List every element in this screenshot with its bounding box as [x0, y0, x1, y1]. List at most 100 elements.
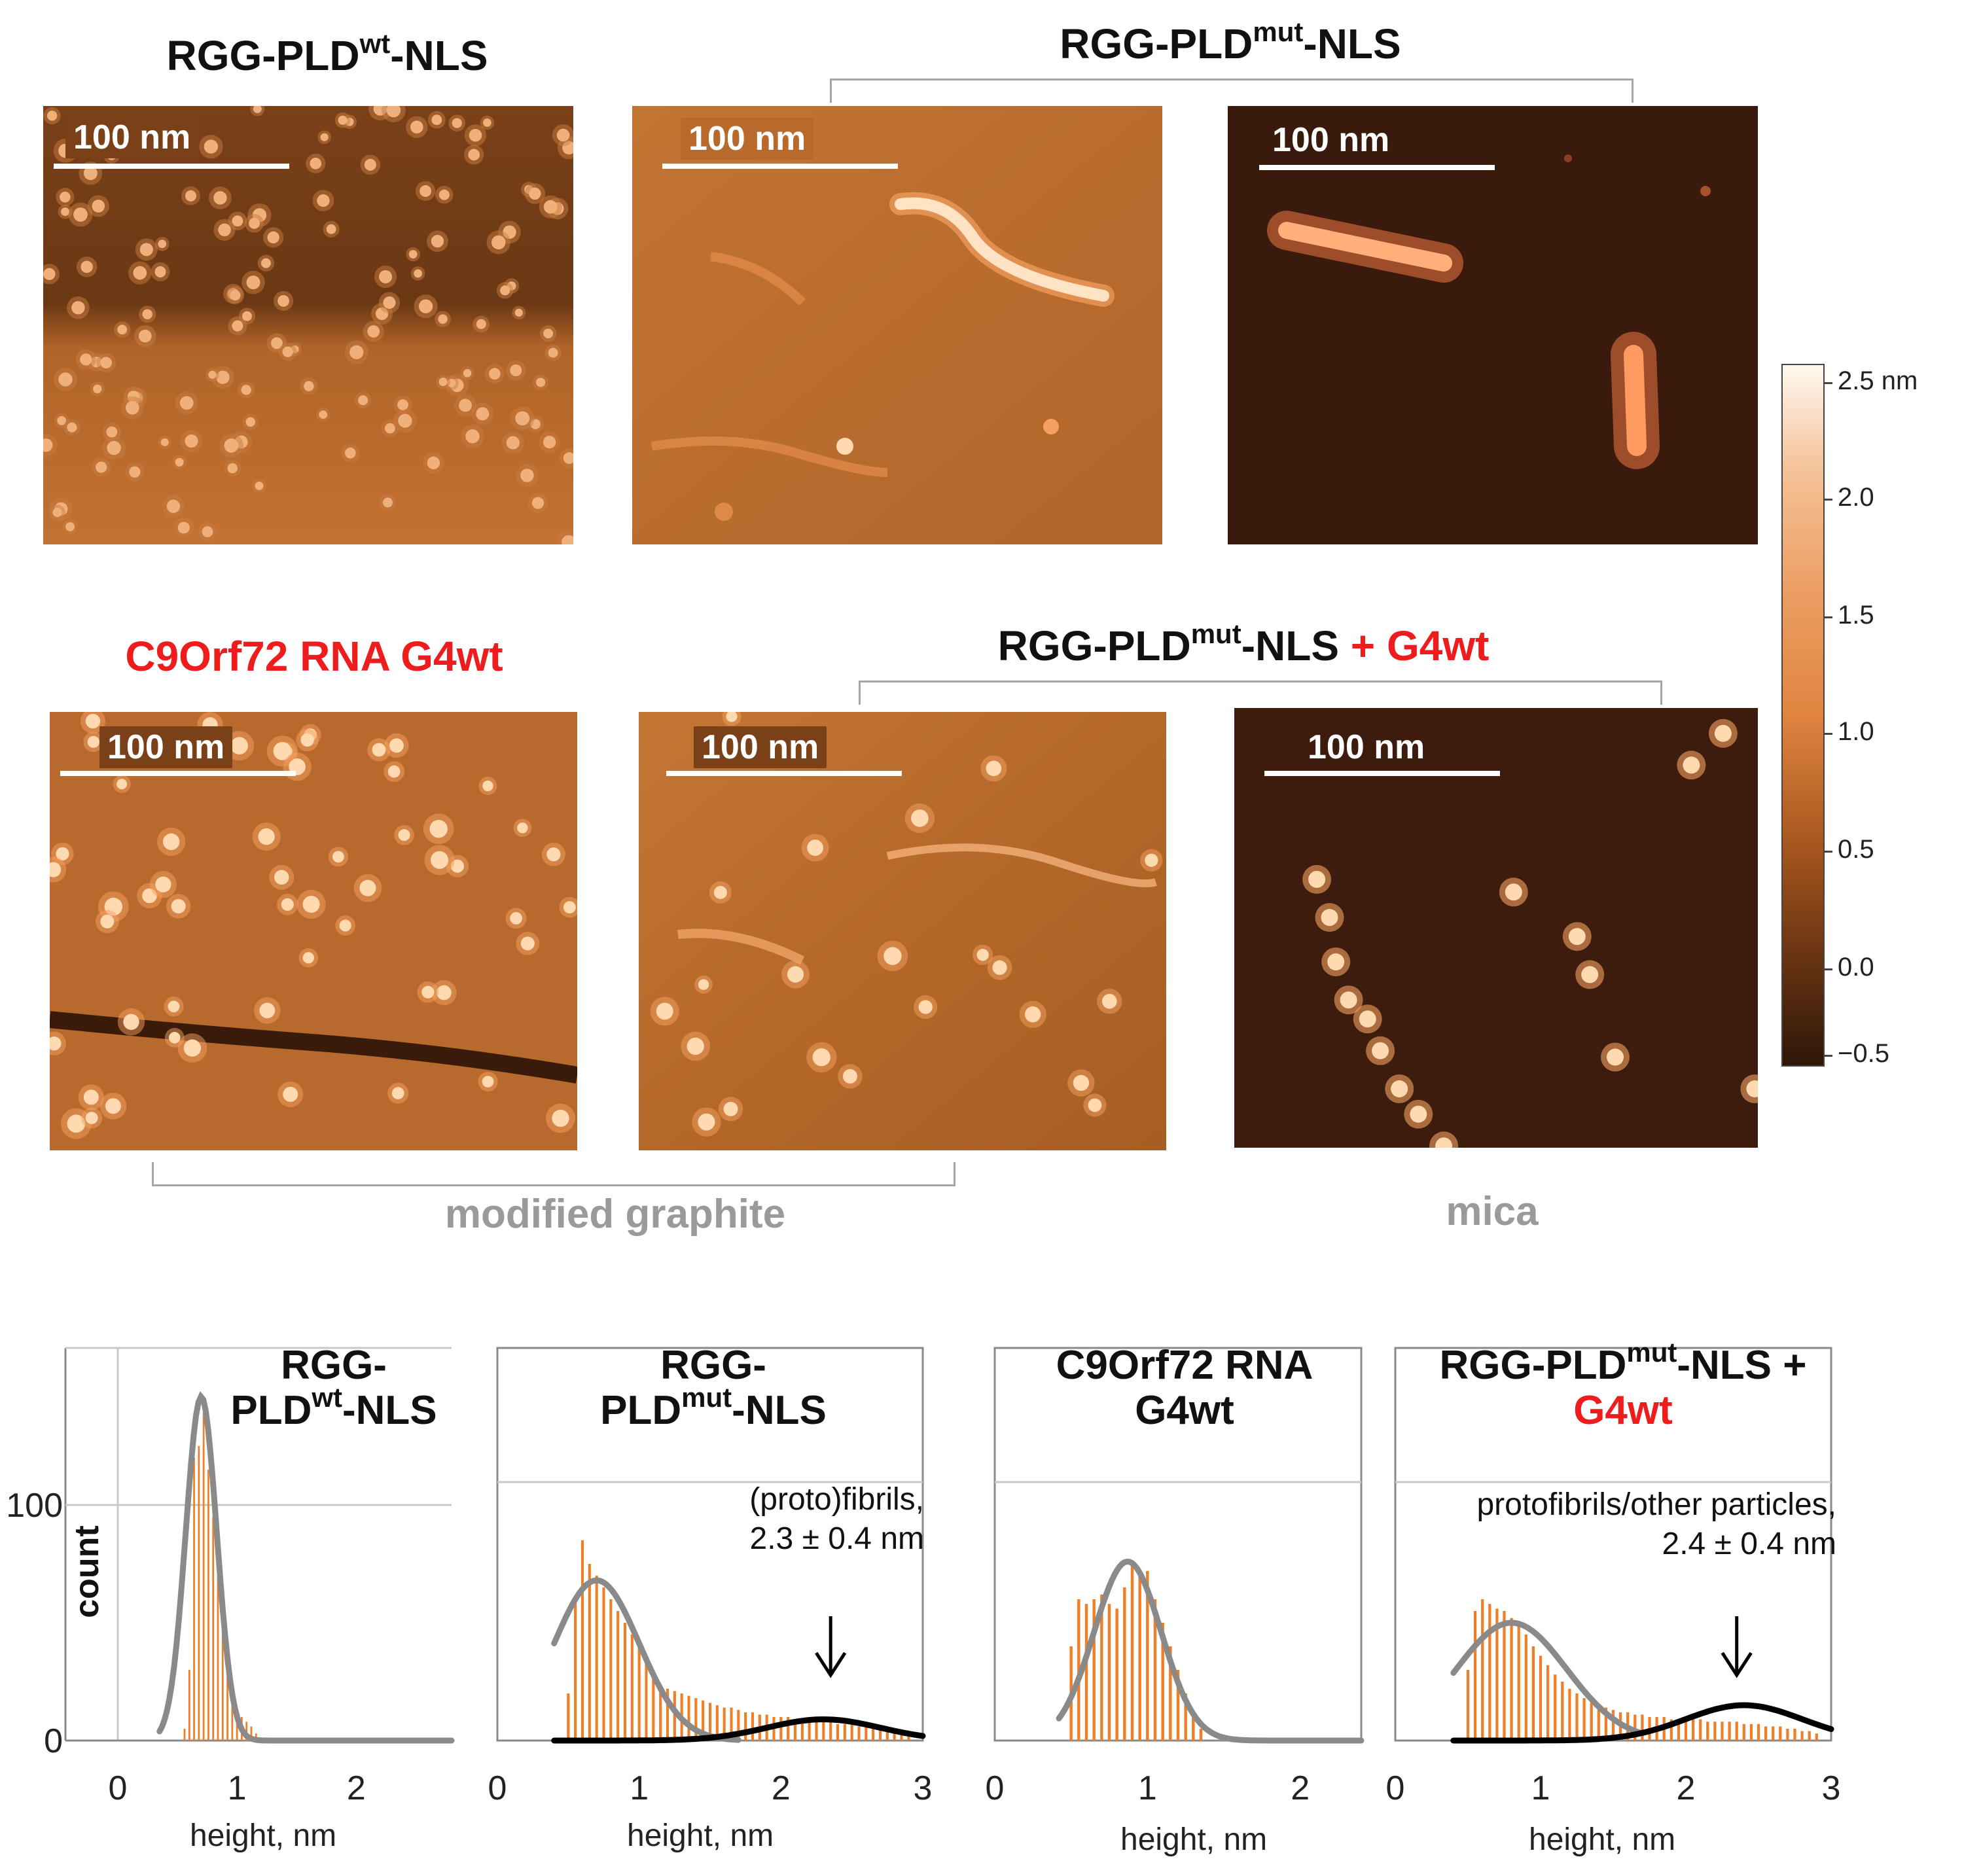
- afm-particle: [1308, 870, 1326, 888]
- histogram-bar: [198, 1446, 200, 1741]
- histogram-bar: [1742, 1724, 1745, 1741]
- x-tick-label: 1: [1531, 1769, 1550, 1807]
- afm-particle: [100, 914, 115, 929]
- afm-particle: [50, 862, 62, 877]
- afm-particle: [698, 1113, 715, 1131]
- afm-particle: [65, 522, 75, 531]
- afm-particle: [884, 947, 902, 965]
- afm-particle: [520, 936, 535, 951]
- afm-particle: [67, 422, 77, 433]
- afm-image-mix-mica: [1234, 708, 1758, 1148]
- histogram-bar: [836, 1724, 840, 1741]
- histogram-bar: [1808, 1731, 1811, 1741]
- histogram-bar: [808, 1719, 811, 1741]
- scalebar-label-5: 100 nm: [694, 726, 827, 768]
- hist-2-xlabel: height, nm: [627, 1818, 774, 1853]
- histogram-bar: [1084, 1604, 1088, 1741]
- afm-particle: [1101, 993, 1117, 1009]
- y-tick-label: 100: [6, 1487, 63, 1525]
- histogram-bar: [609, 1599, 613, 1741]
- hist-2-title-sup: mut: [681, 1382, 732, 1413]
- afm-particle: [246, 275, 260, 290]
- colorbar-tick-label: 2.5 nm: [1838, 366, 1918, 395]
- afm-particle: [414, 269, 422, 278]
- afm-particle: [339, 919, 351, 932]
- histogram-bar: [744, 1712, 747, 1741]
- gaussian-fit-line: [551, 1716, 926, 1744]
- colorbar-tick-label: 1.5: [1838, 601, 1874, 629]
- afm-particle: [282, 346, 293, 357]
- scalebar-1: [54, 164, 289, 169]
- afm-particle: [232, 320, 243, 332]
- histogram-bar: [1582, 1698, 1586, 1741]
- afm-particle: [465, 429, 480, 444]
- histogram-bar: [1554, 1674, 1557, 1741]
- hist-1-title-tail: -NLS: [342, 1388, 437, 1434]
- histogram-bar: [1184, 1693, 1187, 1741]
- afm-particle: [183, 1039, 202, 1057]
- afm-particle: [543, 200, 558, 214]
- histogram-svg: 0 1 2 0 100: [6, 1347, 455, 1807]
- afm-particle: [385, 423, 395, 434]
- afm-particle: [556, 128, 570, 142]
- afm-particle: [986, 760, 1002, 777]
- afm-particle: [1024, 1006, 1041, 1023]
- afm-particle: [92, 200, 105, 213]
- afm-image-mut-graphite: [632, 106, 1162, 544]
- x-tick-label: 0: [1386, 1769, 1405, 1807]
- afm-particle: [345, 448, 356, 459]
- afm-particle: [397, 399, 408, 410]
- histogram-bar: [893, 1731, 896, 1741]
- afm-particle: [438, 189, 450, 200]
- histogram-bar: [737, 1710, 740, 1741]
- histogram-bar: [217, 1576, 219, 1741]
- afm-particle: [304, 381, 314, 391]
- afm-particle: [1435, 1137, 1453, 1148]
- afm-particle: [398, 414, 412, 428]
- histogram-bar: [1510, 1618, 1513, 1741]
- afm-particle: [1410, 1105, 1427, 1123]
- hist-2-title-line2: PLDmut-NLS: [524, 1384, 903, 1434]
- afm-particle: [277, 294, 290, 307]
- afm-particle: [202, 526, 213, 538]
- histogram-bar: [800, 1719, 804, 1741]
- histogram-bar: [1641, 1714, 1644, 1741]
- gaussian-fit-line: [1450, 1619, 1645, 1737]
- histogram-bar: [1161, 1623, 1164, 1741]
- afm-particle: [310, 157, 322, 169]
- histogram-bar: [226, 1670, 228, 1741]
- histogram-bar: [1092, 1599, 1096, 1741]
- afm-particle: [842, 1069, 858, 1084]
- histogram-bar: [1684, 1719, 1688, 1741]
- afm-particle: [83, 166, 98, 181]
- afm-particle: [421, 985, 435, 999]
- x-tick-label: 0: [488, 1769, 507, 1807]
- afm-particle: [391, 1087, 404, 1100]
- afm-particle: [463, 369, 472, 378]
- title-mut-main: RGG-PLD: [1060, 20, 1253, 67]
- afm-particle: [87, 735, 99, 748]
- afm-particle: [129, 466, 141, 478]
- histogram-bar: [708, 1703, 712, 1741]
- histogram-bar: [1669, 1719, 1673, 1741]
- afm-wt-svg: [43, 106, 573, 544]
- afm-image-wt-graphite: [43, 106, 573, 544]
- afm-image-mix-graphite: [639, 712, 1166, 1150]
- histogram-bar: [702, 1700, 705, 1741]
- afm-particle: [563, 452, 573, 465]
- hist-1-xlabel: height, nm: [190, 1818, 337, 1853]
- scalebar-3: [1259, 165, 1495, 170]
- afm-particle: [241, 311, 252, 321]
- histogram-bar: [1611, 1710, 1615, 1741]
- histogram-bar: [822, 1722, 825, 1741]
- histogram-bar: [850, 1724, 853, 1741]
- afm-particle: [230, 737, 248, 754]
- histogram-bar: [645, 1658, 648, 1741]
- hist-2-annot-line2: 2.3 ± 0.4 nm: [749, 1521, 924, 1556]
- afm-rna-svg: [50, 712, 577, 1150]
- afm-particle: [429, 819, 448, 838]
- title-wt-tail: -NLS: [390, 32, 488, 79]
- histogram-bar: [1749, 1724, 1753, 1741]
- scalebar-6: [1264, 771, 1500, 776]
- hist-2-title-main: PLD: [600, 1388, 682, 1434]
